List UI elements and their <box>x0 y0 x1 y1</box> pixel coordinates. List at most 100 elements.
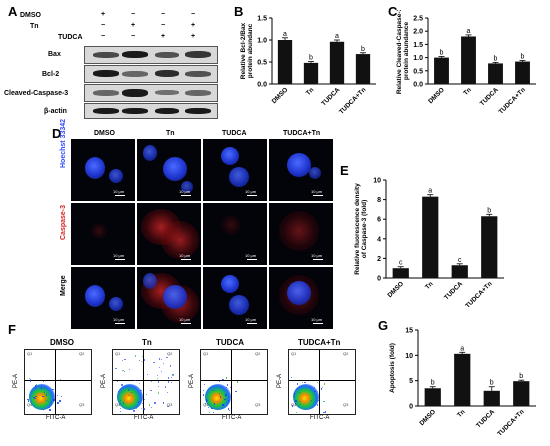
quadrant-gate-vertical <box>231 350 232 414</box>
x-tick-label: TUDCA+Tn <box>338 86 367 115</box>
event-dot <box>163 401 165 403</box>
quadrant-label: Q2 <box>255 351 261 356</box>
event-dot <box>165 386 167 388</box>
bar <box>355 54 371 84</box>
flow-y-axis-label: PE-A <box>277 373 283 388</box>
panel-label-f: F <box>8 322 16 337</box>
micro-col-tn: Tn <box>166 130 175 137</box>
y-axis-label: Relative Cleaved-Caspase-3protein abunda… <box>396 10 410 94</box>
y-tick-label: 5 <box>409 378 413 385</box>
significance-letter: b <box>309 55 313 62</box>
quadrant-label: Q2 <box>167 351 173 356</box>
event-dot <box>211 389 213 392</box>
quadrant-label: Q4 <box>203 402 209 407</box>
micro-image: 10 μm <box>269 267 333 329</box>
flow-y-axis-label: PE-A <box>13 373 19 388</box>
micro-col-dmso: DMSO <box>94 130 115 137</box>
sign: − <box>131 11 136 18</box>
event-dot <box>167 405 169 408</box>
scale-label: 10 μm <box>245 317 257 322</box>
event-dot <box>53 399 55 401</box>
event-dot <box>141 355 143 358</box>
quadrant-label: Q3 <box>255 402 261 407</box>
micro-image: 10 μm <box>203 203 267 265</box>
blot-strip-cleaved-caspase3 <box>84 84 218 102</box>
micro-image: 10 μm <box>137 203 201 265</box>
event-dot <box>203 389 205 391</box>
quadrant-label: Q1 <box>115 351 121 356</box>
event-dot <box>153 361 155 363</box>
bar-chart-caspase3-fluorescence: 0 2 4 6 8 10 Relative fluorescence densityof C… <box>354 178 504 310</box>
x-tick-label: Tn <box>305 86 316 97</box>
event-dot <box>119 402 122 404</box>
event-dot <box>228 409 231 411</box>
scale-label: 10 μm <box>179 253 191 258</box>
event-dot <box>296 387 299 390</box>
event-dot <box>313 386 315 388</box>
y-tick-label: 6 <box>377 217 381 224</box>
x-tick-label: Tn <box>462 86 473 97</box>
event-dot <box>119 399 122 402</box>
event-dot <box>148 404 151 406</box>
panel-label-e: E <box>340 163 349 178</box>
panel-label-d: D <box>52 126 62 141</box>
flow-title-tudca: TUDCA <box>216 338 244 347</box>
micro-image: 10 μm <box>269 139 333 201</box>
event-dot <box>213 403 215 405</box>
quadrant-label: Q3 <box>343 402 349 407</box>
quadrant-gate-vertical <box>319 350 320 414</box>
event-dot <box>132 410 134 412</box>
y-tick-label: 1.0 <box>413 55 423 62</box>
event-dot <box>305 398 307 400</box>
significance-letter: b <box>487 207 491 214</box>
panel-label-c: C <box>388 4 398 19</box>
event-dot <box>295 411 297 413</box>
x-tick-label: TUDCA+Tn <box>498 86 527 115</box>
event-dot <box>139 360 141 362</box>
x-tick-label: TUDCA+Tn <box>496 408 525 437</box>
bar <box>451 265 468 278</box>
x-tick-label: DMSO <box>427 86 446 105</box>
event-dot <box>217 400 219 403</box>
y-tick-label: 10 <box>373 178 381 185</box>
event-dot <box>158 385 160 387</box>
event-dot <box>218 380 220 383</box>
event-dot <box>121 384 123 386</box>
micro-col-tudca-tn: TUDCA+Tn <box>283 130 321 137</box>
event-dot <box>42 407 45 409</box>
blot-strip-beta-actin <box>84 103 218 119</box>
bar <box>303 62 319 84</box>
event-dot <box>129 388 131 390</box>
sign: − <box>161 22 166 29</box>
event-dot <box>316 404 319 406</box>
cell-population-cloud <box>205 384 231 410</box>
y-axis-label: Apoptosis (fold) <box>389 343 396 393</box>
flow-x-axis-label: FITC-A <box>46 415 66 421</box>
y-tick-label: 1.5 <box>413 42 423 49</box>
y-axis-label: Relative fluorescence densityof Caspase-… <box>354 183 368 275</box>
event-dot <box>52 388 54 391</box>
sign: + <box>131 22 136 29</box>
quadrant-gate-vertical <box>143 350 144 414</box>
event-dot <box>42 396 44 398</box>
x-tick-label: TUDCA <box>475 408 496 429</box>
event-dot <box>304 381 306 384</box>
event-dot <box>27 399 29 401</box>
flow-scatter-plot: Q1 Q2 Q4 Q3 <box>112 349 180 415</box>
quadrant-label: Q3 <box>79 402 85 407</box>
event-dot <box>298 401 301 403</box>
event-dot <box>123 390 125 392</box>
x-tick-label: TUDCA <box>320 86 341 107</box>
sign: − <box>191 11 196 18</box>
event-dot <box>59 378 62 380</box>
micro-image: 10 μm <box>269 203 333 265</box>
event-dot <box>124 358 126 360</box>
protein-label-bax: Bax <box>48 51 61 58</box>
x-tick-label: TUDCA <box>479 86 500 107</box>
event-dot <box>150 380 152 382</box>
quadrant-gate-vertical <box>55 350 56 414</box>
bar <box>454 353 471 406</box>
event-dot <box>29 378 31 380</box>
event-dot <box>143 398 145 400</box>
event-dot <box>49 401 52 404</box>
